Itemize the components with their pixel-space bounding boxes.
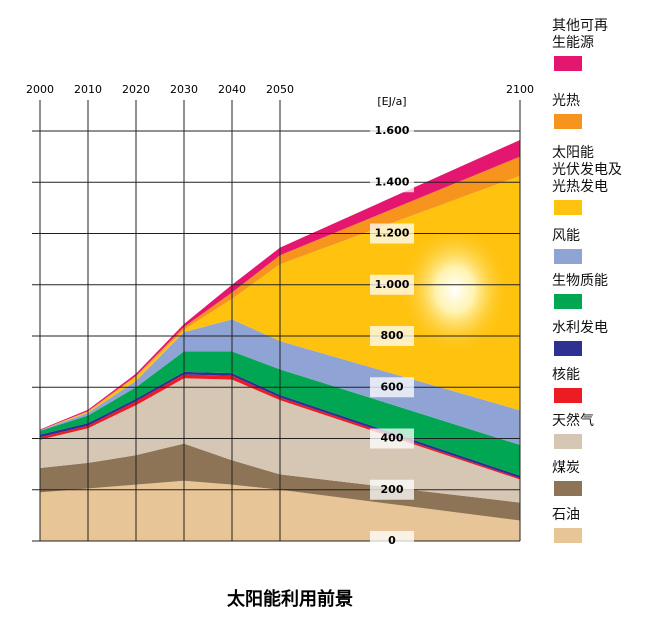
y-tick-label: 1.600	[375, 124, 410, 137]
y-tick-box	[370, 479, 414, 500]
legend-label: 生物质能	[552, 273, 608, 289]
legend-label: 水利发电	[552, 320, 608, 336]
y-tick-box	[370, 223, 414, 244]
y-tick-label: 1.400	[375, 175, 410, 188]
x-tick-label: 2030	[170, 83, 198, 96]
legend-swatch	[554, 114, 582, 129]
x-tick-label: 2040	[218, 83, 246, 96]
legend-swatch	[554, 200, 582, 215]
y-tick-box	[370, 428, 414, 449]
area	[40, 139, 520, 431]
legend-label: 其他可再 生能源	[552, 18, 608, 51]
legend-label: 太阳能 光伏发电及 光热发电	[552, 145, 622, 195]
legend-label: 天然气	[552, 413, 594, 429]
y-tick-box	[370, 172, 414, 193]
legend-swatch	[554, 388, 582, 403]
legend-swatch	[554, 481, 582, 496]
area	[40, 351, 520, 476]
y-tick-label: 1.000	[375, 278, 410, 291]
x-tick-label: 2100	[506, 83, 534, 96]
legend-label: 核能	[552, 367, 580, 383]
legend-swatch	[554, 528, 582, 543]
legend-label: 石油	[552, 507, 580, 523]
chart-title: 太阳能利用前景	[227, 588, 353, 610]
legend-swatch	[554, 249, 582, 264]
y-tick-label: 1.200	[375, 227, 410, 240]
y-tick-label: 200	[381, 483, 404, 496]
y-tick-label: 0	[388, 534, 396, 547]
y-tick-box	[370, 121, 414, 141]
x-tick-label: 2020	[122, 83, 150, 96]
legend-swatch	[554, 294, 582, 309]
legend-label: 光热	[552, 93, 580, 109]
y-tick-label: 800	[381, 329, 404, 342]
sun	[400, 225, 510, 355]
y-tick-label: 600	[381, 380, 404, 393]
chart: 2000 2010 2020 2030 2040 2050 2100 0 200 400 600 80…	[26, 83, 534, 610]
y-axis-label: [EJ/a]	[377, 95, 406, 108]
legend-swatch	[554, 56, 582, 71]
y-tick-label: 400	[381, 432, 404, 445]
x-tick-label: 2050	[266, 83, 294, 96]
y-tick-box	[370, 531, 414, 551]
x-tick-label: 2010	[74, 83, 102, 96]
y-tick-box	[370, 274, 414, 295]
y-tick-box	[370, 377, 414, 398]
legend-label: 风能	[552, 228, 580, 244]
legend-label: 煤炭	[552, 460, 580, 476]
legend-swatch	[554, 434, 582, 449]
legend-swatch	[554, 341, 582, 356]
area	[40, 156, 520, 431]
y-tick-box	[370, 326, 414, 346]
x-tick-label: 2000	[26, 83, 54, 96]
